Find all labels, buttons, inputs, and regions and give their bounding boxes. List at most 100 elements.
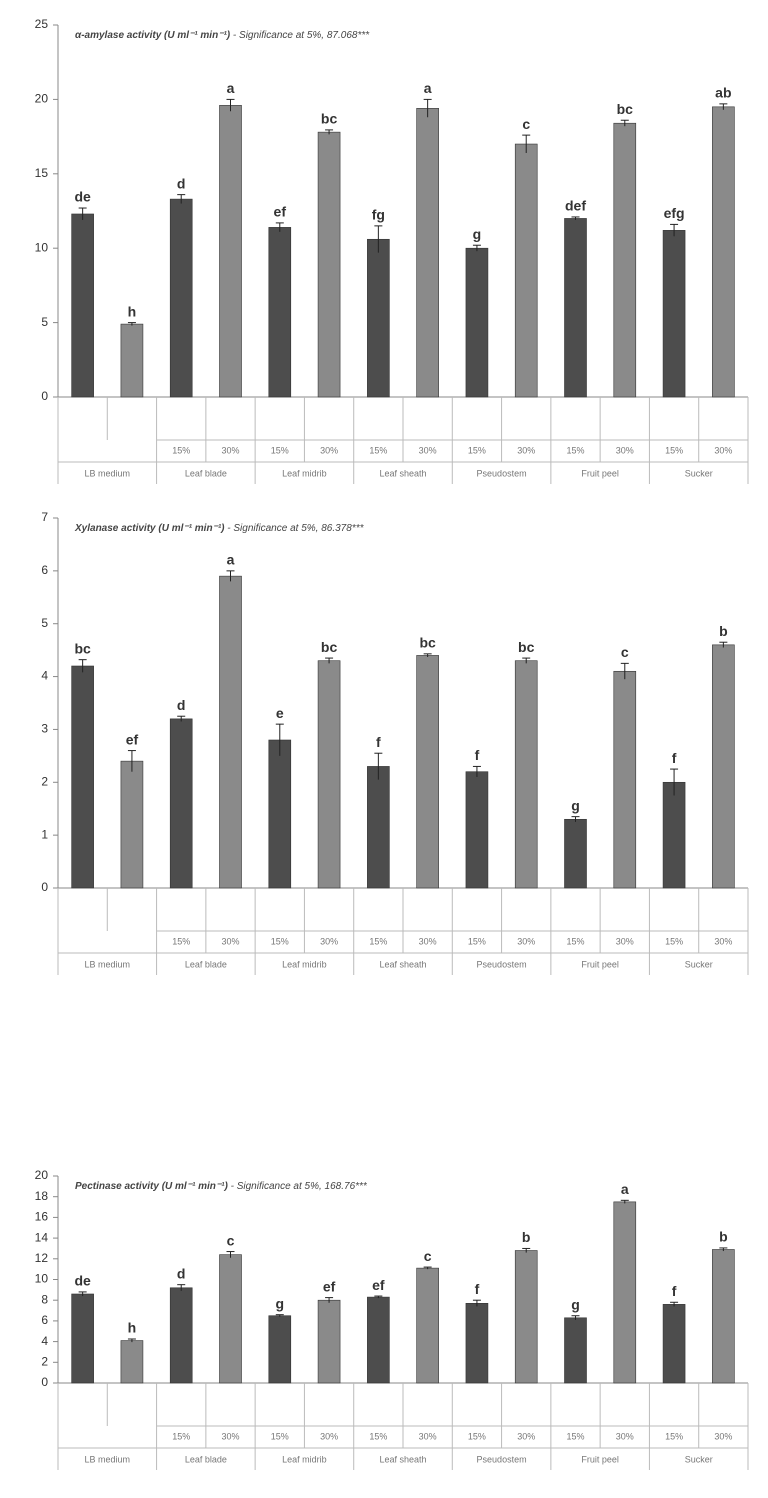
group-label: Leaf sheath: [379, 959, 426, 969]
group-label: Fruit peel: [581, 1454, 619, 1464]
x-tick-label: 15%: [369, 936, 387, 946]
significance-letter: bc: [74, 640, 91, 656]
y-tick-label: 18: [35, 1189, 49, 1203]
bar: [465, 771, 489, 889]
x-tick-label: 15%: [369, 445, 387, 455]
significance-letter: d: [177, 1265, 186, 1281]
significance-letter: a: [227, 80, 235, 96]
significance-letter: g: [276, 1295, 285, 1311]
significance-letter: c: [621, 644, 629, 660]
y-tick-label: 6: [41, 563, 48, 577]
group-label: Leaf blade: [185, 959, 227, 969]
x-tick-label: 30%: [320, 936, 338, 946]
x-tick-label: 15%: [665, 1431, 683, 1441]
significance-letter: a: [621, 1181, 629, 1197]
bar: [662, 781, 686, 889]
chart-title: Pectinase activity (U ml⁻¹ min⁻¹) - Sign…: [75, 1181, 368, 1192]
significance-letter: d: [177, 175, 186, 191]
significance-letter: fg: [372, 207, 385, 223]
group-label: Leaf midrib: [282, 468, 327, 478]
y-tick-label: 3: [41, 722, 48, 736]
significance-letter: a: [227, 552, 235, 568]
significance-letter: ef: [274, 204, 287, 220]
significance-letter: ef: [126, 731, 139, 747]
bar: [268, 1315, 292, 1384]
group-label: Sucker: [685, 959, 713, 969]
group-label: Pseudostem: [477, 959, 527, 969]
x-tick-label: 30%: [221, 445, 239, 455]
bar: [367, 238, 390, 398]
significance-letter: ab: [715, 85, 731, 101]
x-tick-label: 30%: [616, 445, 634, 455]
group-label: LB medium: [85, 1454, 131, 1464]
significance-letter: f: [376, 734, 381, 750]
bar: [712, 644, 735, 889]
bar: [514, 1250, 538, 1384]
y-tick-label: 5: [41, 616, 48, 630]
y-tick-label: 16: [35, 1210, 49, 1224]
significance-letter: c: [227, 1232, 235, 1248]
significance-letter: h: [128, 303, 137, 319]
bar: [514, 143, 538, 398]
significance-letter: f: [475, 747, 480, 763]
group-label: Leaf sheath: [379, 1454, 426, 1464]
significance-letter: efg: [664, 205, 685, 221]
significance-letter: b: [522, 1229, 531, 1245]
bar: [613, 1201, 637, 1384]
y-tick-label: 8: [41, 1292, 48, 1306]
y-tick-label: 1: [41, 827, 48, 841]
group-label: Leaf sheath: [379, 468, 426, 478]
significance-letter: e: [276, 705, 284, 721]
x-tick-label: 30%: [714, 1431, 732, 1441]
significance-letter: a: [424, 80, 432, 96]
bar: [169, 198, 193, 398]
bar: [465, 1303, 489, 1384]
significance-letter: c: [424, 1248, 432, 1264]
bar: [662, 1304, 686, 1384]
bar: [564, 1317, 587, 1384]
y-tick-label: 20: [35, 1168, 49, 1182]
bar: [219, 1254, 242, 1384]
x-tick-label: 30%: [517, 936, 535, 946]
group-label: Fruit peel: [581, 468, 619, 478]
bar: [712, 1249, 735, 1384]
significance-letter: g: [473, 226, 482, 242]
significance-letter: f: [672, 750, 677, 766]
bar: [120, 1340, 144, 1384]
group-label: Sucker: [685, 1454, 713, 1464]
x-tick-label: 30%: [221, 936, 239, 946]
x-tick-label: 30%: [616, 1431, 634, 1441]
bar: [317, 1299, 341, 1384]
bar: [317, 660, 341, 889]
y-tick-label: 0: [41, 880, 48, 894]
bar: [712, 106, 735, 398]
x-tick-label: 15%: [468, 445, 486, 455]
x-tick-label: 15%: [172, 445, 190, 455]
y-tick-label: 4: [41, 1334, 48, 1348]
x-tick-label: 15%: [566, 445, 584, 455]
bar: [317, 131, 341, 398]
bar: [416, 655, 439, 889]
significance-letter: g: [571, 797, 580, 813]
x-tick-label: 15%: [172, 936, 190, 946]
significance-letter: bc: [321, 639, 338, 655]
bar: [71, 665, 94, 889]
significance-letter: g: [571, 1296, 580, 1312]
group-label: Pseudostem: [477, 468, 527, 478]
group-label: Leaf midrib: [282, 1454, 327, 1464]
x-tick-label: 15%: [271, 936, 289, 946]
significance-letter: c: [522, 116, 530, 132]
group-label: Leaf blade: [185, 468, 227, 478]
x-tick-label: 30%: [419, 445, 437, 455]
bar: [268, 227, 292, 398]
y-tick-label: 25: [35, 17, 49, 31]
title-significance: - Significance at 5%, 86.378***: [225, 523, 365, 534]
significance-letter: bc: [419, 635, 436, 651]
chart-title: Xylanase activity (U ml⁻¹ min⁻¹) - Signi…: [74, 523, 365, 534]
significance-letter: h: [128, 1320, 137, 1336]
bar: [416, 108, 439, 398]
x-tick-label: 30%: [517, 445, 535, 455]
x-tick-label: 15%: [271, 1431, 289, 1441]
significance-letter: def: [565, 198, 586, 214]
